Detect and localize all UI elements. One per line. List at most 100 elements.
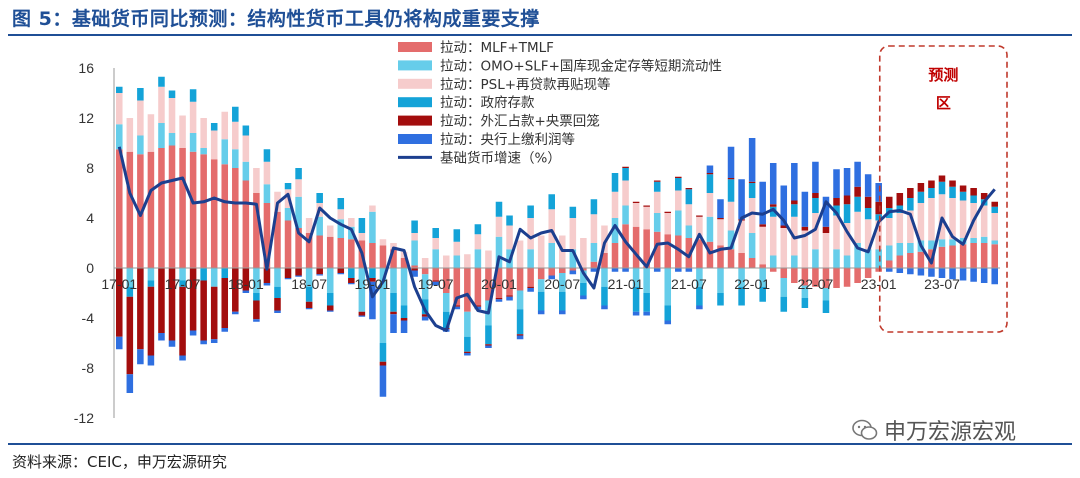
line-base-money-growth xyxy=(117,146,996,332)
bar-gov xyxy=(189,89,197,102)
bar-gov xyxy=(833,205,840,216)
bar-fx xyxy=(622,166,629,168)
bar-psl xyxy=(769,216,777,256)
bar-fx xyxy=(232,268,239,312)
bar-gov xyxy=(442,311,450,328)
bar-mlf xyxy=(474,268,482,306)
bar-psl xyxy=(116,93,123,125)
bar-pboc xyxy=(253,319,260,322)
bar-mlf xyxy=(527,268,534,287)
bar-mlf xyxy=(812,268,819,287)
bar-pboc xyxy=(527,288,534,292)
bar-gov xyxy=(801,298,809,308)
bar-pboc xyxy=(780,185,788,226)
bar-omo xyxy=(843,255,851,268)
bar-omo xyxy=(559,273,566,292)
bar-gov xyxy=(537,291,545,311)
bar-psl xyxy=(875,220,882,250)
bar-mlf xyxy=(632,226,640,268)
bar-omo xyxy=(991,240,998,245)
bar-psl xyxy=(632,203,640,227)
bar-omo xyxy=(358,268,366,312)
bar-omo xyxy=(738,268,745,287)
bar-pboc xyxy=(885,268,893,272)
bar-pboc xyxy=(959,268,967,281)
bar-omo xyxy=(696,268,703,287)
bar-mlf xyxy=(200,154,207,268)
bar-fx xyxy=(263,268,271,283)
bar-omo xyxy=(664,268,672,306)
bar-psl xyxy=(464,254,471,268)
bar-fx xyxy=(928,180,935,188)
bar-omo xyxy=(822,288,830,301)
bar-fx xyxy=(253,300,260,320)
bar-fx xyxy=(812,193,819,198)
bar-pboc xyxy=(622,268,629,272)
bar-pboc xyxy=(348,283,355,285)
bar-mlf xyxy=(938,246,946,268)
bar-mlf xyxy=(991,244,998,268)
bar-mlf xyxy=(147,151,155,268)
bar-pboc xyxy=(337,273,345,275)
bar-psl xyxy=(337,209,345,220)
bar-mlf xyxy=(970,243,977,268)
bar-fx xyxy=(896,193,904,206)
bar-pboc xyxy=(854,161,861,187)
bar-omo xyxy=(938,239,946,247)
bar-gov xyxy=(696,286,703,306)
bar-mlf xyxy=(664,234,672,268)
bar-omo xyxy=(632,268,640,287)
bar-pboc xyxy=(717,199,724,218)
bar-fx xyxy=(696,215,703,217)
bar-fx xyxy=(675,176,682,178)
bar-psl xyxy=(580,238,587,268)
legend-swatch-fx xyxy=(398,115,432,126)
bar-fx xyxy=(685,188,693,190)
bar-psl xyxy=(147,114,155,152)
bar-omo xyxy=(675,210,682,236)
bar-pboc xyxy=(738,179,745,220)
bar-fx xyxy=(980,193,988,200)
bar-gov xyxy=(263,149,271,162)
x-tick-label: 21-07 xyxy=(671,276,707,292)
x-tick-label: 23-07 xyxy=(924,276,960,292)
bar-fx xyxy=(474,305,482,307)
bar-fx xyxy=(432,280,439,282)
bar-omo xyxy=(537,279,545,292)
bar-omo xyxy=(126,268,134,287)
bar-pboc xyxy=(358,315,366,317)
bar-gov xyxy=(970,195,977,203)
bar-mlf xyxy=(137,154,144,268)
bar-psl xyxy=(242,135,250,162)
bar-omo xyxy=(263,184,271,203)
bar-omo xyxy=(369,211,376,243)
bar-omo xyxy=(432,249,439,268)
bar-pboc xyxy=(116,336,123,350)
bar-pboc xyxy=(221,328,229,332)
bar-omo xyxy=(548,243,555,268)
bar-pboc xyxy=(928,268,935,277)
bar-fx xyxy=(938,175,946,182)
bar-mlf xyxy=(885,260,893,268)
bar-mlf xyxy=(580,268,587,271)
bar-mlf xyxy=(116,149,123,268)
bar-gov xyxy=(917,191,925,203)
bar-fx xyxy=(116,268,123,337)
bar-fx xyxy=(643,205,650,207)
bar-omo xyxy=(706,216,714,242)
bar-gov xyxy=(379,343,387,362)
bar-mlf xyxy=(675,235,682,268)
bar-fx xyxy=(801,226,809,231)
bar-psl xyxy=(643,206,650,230)
bar-omo xyxy=(601,268,608,287)
bar-gov xyxy=(200,268,207,281)
bar-omo xyxy=(474,249,482,268)
bar-pboc xyxy=(210,339,218,343)
bar-mlf xyxy=(833,268,840,288)
bar-gov xyxy=(664,305,672,321)
bar-omo xyxy=(907,243,914,253)
bar-omo xyxy=(464,311,471,337)
bar-gov xyxy=(284,183,292,190)
bar-pboc xyxy=(126,374,134,393)
bar-omo xyxy=(379,268,387,343)
